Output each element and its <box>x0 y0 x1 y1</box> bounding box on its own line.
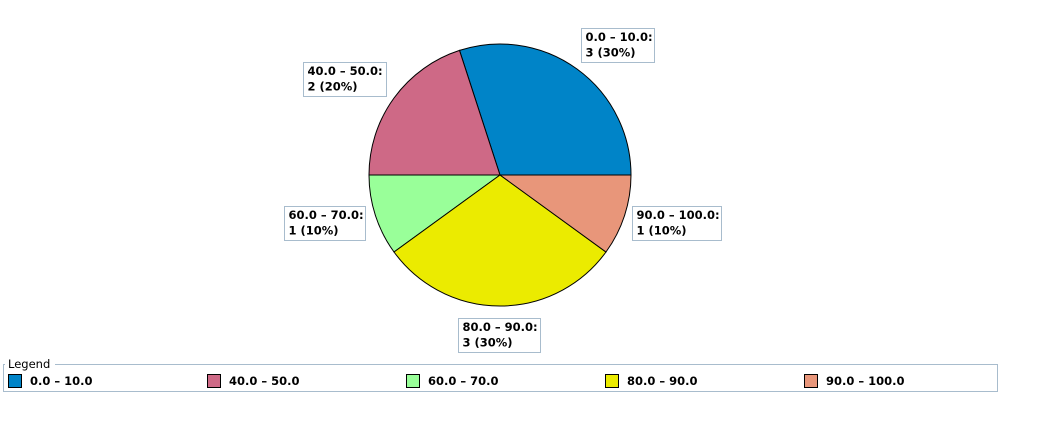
slice-label-40-0-50-0: 40.0 – 50.0: 2 (20%) <box>303 62 387 97</box>
legend-title: Legend <box>8 357 50 371</box>
legend-item-60-0-70-0: 60.0 – 70.0 <box>406 374 499 388</box>
legend-item-0-0-10-0: 0.0 – 10.0 <box>8 374 93 388</box>
slice-label-range: 0.0 – 10.0: <box>586 30 653 44</box>
legend-items: 0.0 – 10.0 40.0 – 50.0 60.0 – 70.0 80.0 – 9… <box>8 374 905 388</box>
slice-labels: 0.0 – 10.0: 3 (30%) 40.0 – 50.0: 2 (20%) 60.… <box>284 28 722 353</box>
legend-label: 60.0 – 70.0 <box>428 374 499 388</box>
slice-label-value: 1 (10%) <box>289 224 339 238</box>
legend-label: 90.0 – 100.0 <box>826 374 905 388</box>
slice-label-box <box>632 206 722 241</box>
slice-label-60-0-70-0: 60.0 – 70.0: 1 (10%) <box>284 206 366 241</box>
pie-slice-60-0-70-0 <box>368 174 502 253</box>
slice-label-value: 2 (20%) <box>308 80 358 94</box>
slice-label-90-0-100-0: 90.0 – 100.0: 1 (10%) <box>632 206 722 241</box>
legend-frame <box>3 364 998 392</box>
legend-swatch <box>605 374 619 388</box>
legend-swatch <box>207 374 221 388</box>
legend-item-40-0-50-0: 40.0 – 50.0 <box>207 374 300 388</box>
pie-slice-80-0-90-0 <box>393 174 607 307</box>
slice-label-box <box>581 28 655 63</box>
slice-label-range: 80.0 – 90.0: <box>463 320 538 334</box>
legend-label: 80.0 – 90.0 <box>627 374 698 388</box>
slice-label-0-0-10-0: 0.0 – 10.0: 3 (30%) <box>581 28 655 63</box>
slice-label-range: 60.0 – 70.0: <box>289 208 364 222</box>
slice-label-box <box>458 318 541 353</box>
slice-label-range: 40.0 – 50.0: <box>308 64 383 78</box>
slice-label-value: 1 (10%) <box>637 224 687 238</box>
slice-label-value: 3 (30%) <box>463 336 513 350</box>
legend: Legend 0.0 – 10.0 40.0 – 50.0 60.0 – 70.0 8… <box>3 356 998 392</box>
slice-label-box <box>284 206 366 241</box>
slice-label-range: 90.0 – 100.0: <box>637 208 720 222</box>
legend-item-90-0-100-0: 90.0 – 100.0 <box>804 374 905 388</box>
legend-label: 40.0 – 50.0 <box>229 374 300 388</box>
legend-swatch <box>8 374 22 388</box>
slice-label-80-0-90-0: 80.0 – 90.0: 3 (30%) <box>458 318 541 353</box>
legend-title-background <box>5 356 55 370</box>
pie-slice-40-0-50-0 <box>368 49 501 176</box>
slice-label-value: 3 (30%) <box>586 46 636 60</box>
pie-slice-90-0-100-0 <box>498 174 632 253</box>
legend-swatch <box>406 374 420 388</box>
pie-slices <box>368 43 632 307</box>
legend-label: 0.0 – 10.0 <box>30 374 93 388</box>
legend-item-80-0-90-0: 80.0 – 90.0 <box>605 374 698 388</box>
legend-swatch <box>804 374 818 388</box>
pie-slice-0-0-10-0 <box>458 43 632 176</box>
slice-label-box <box>303 62 387 97</box>
